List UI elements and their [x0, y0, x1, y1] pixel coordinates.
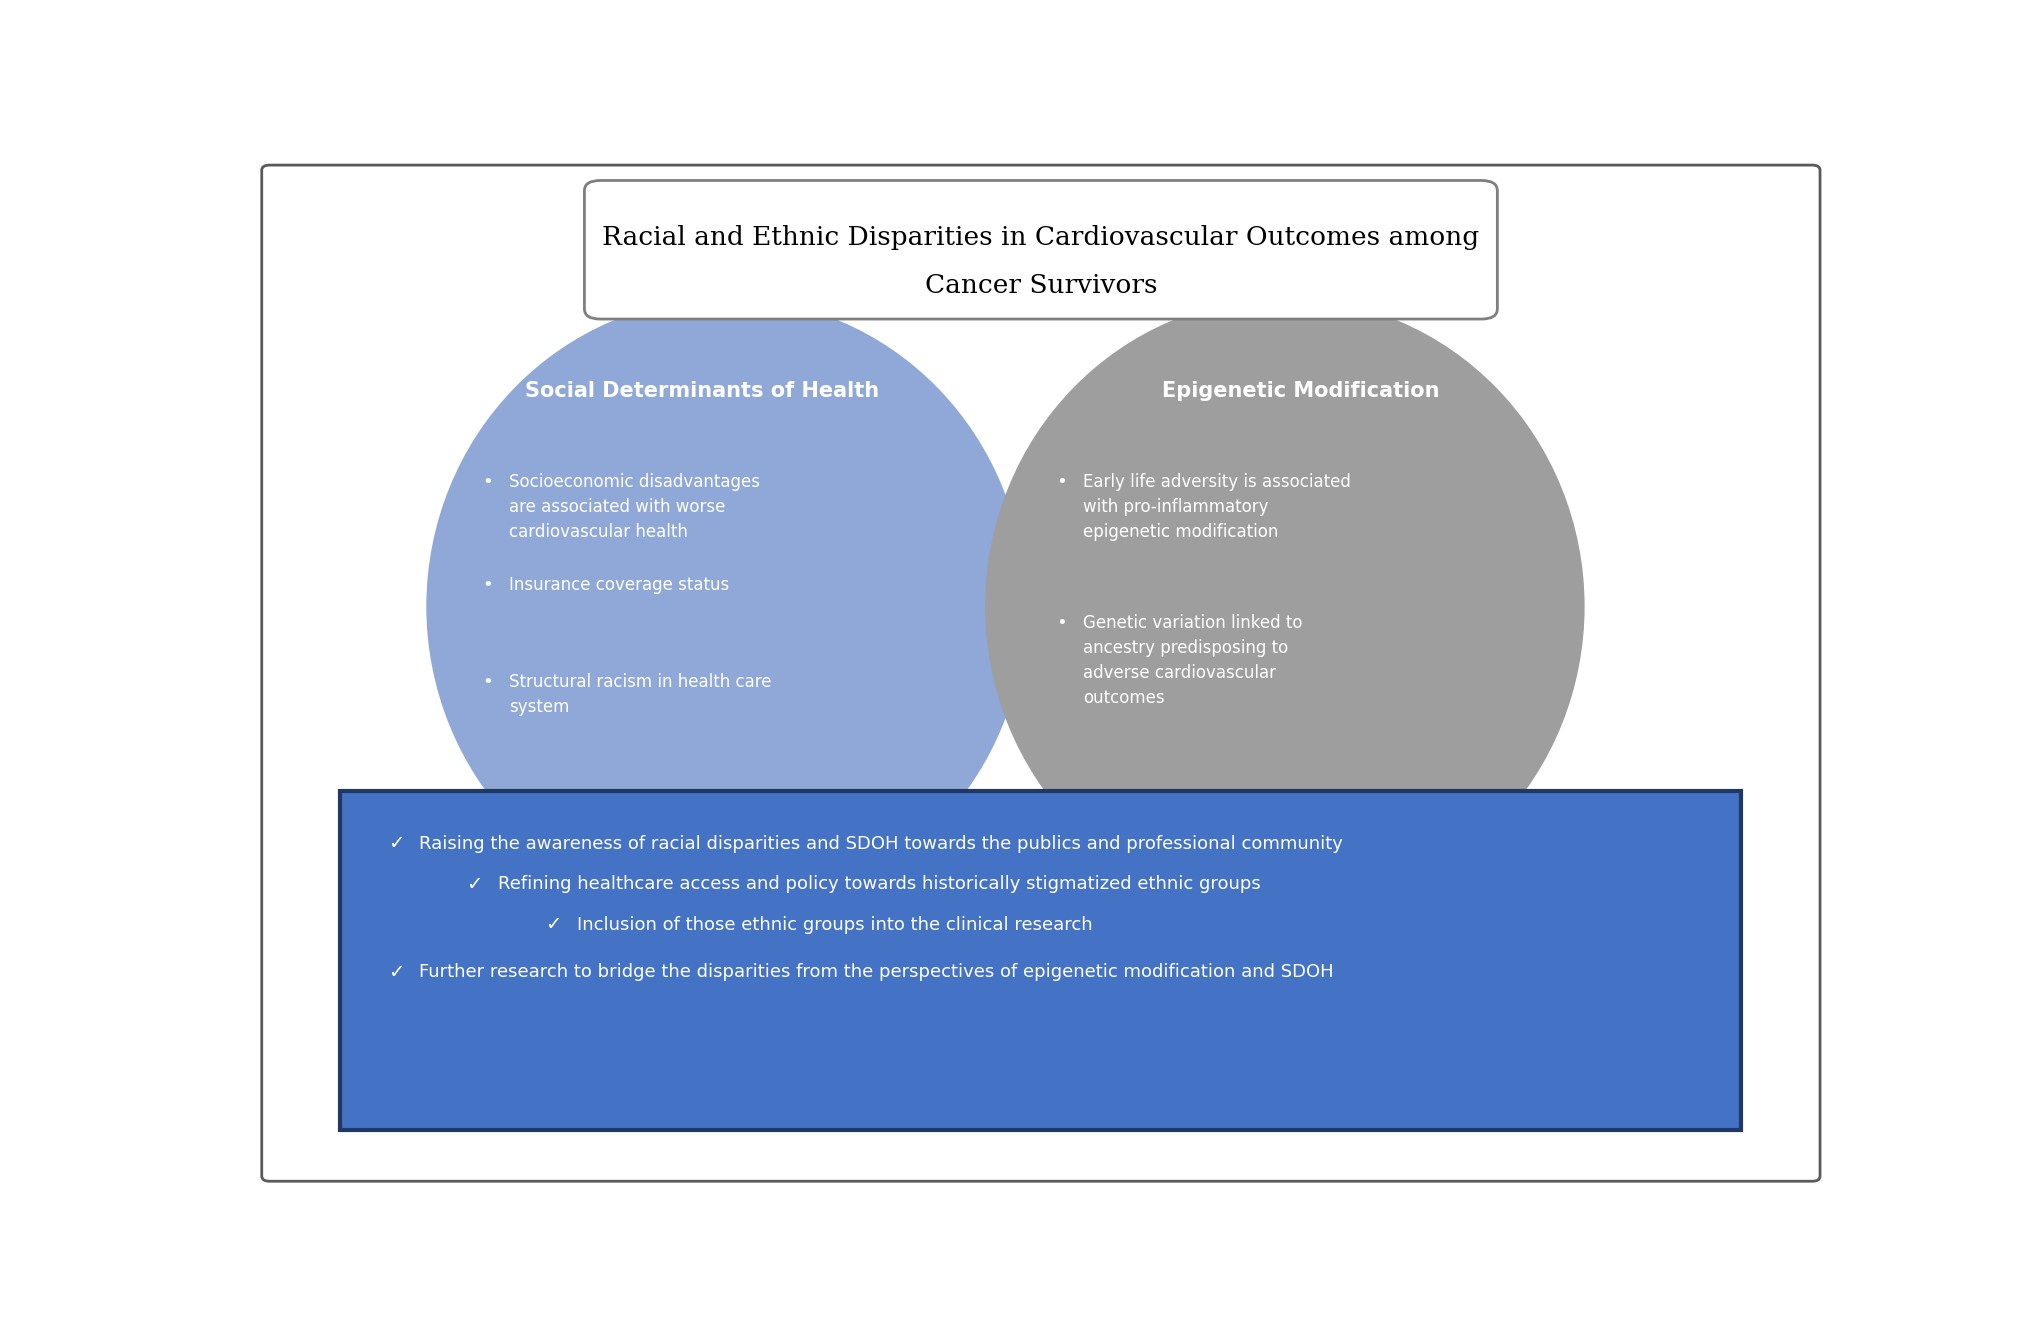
Text: •: •	[1056, 613, 1068, 632]
Text: Structural racism in health care
system: Structural racism in health care system	[510, 673, 771, 716]
Text: •: •	[481, 673, 493, 692]
Text: ✓: ✓	[388, 962, 404, 982]
Text: Cancer Survivors: Cancer Survivors	[924, 273, 1157, 297]
Text: Genetic variation linked to
ancestry predisposing to
adverse cardiovascular
outc: Genetic variation linked to ancestry pre…	[1082, 613, 1301, 706]
Ellipse shape	[426, 299, 1025, 914]
Text: Insurance coverage status: Insurance coverage status	[510, 576, 729, 593]
Text: Raising the awareness of racial disparities and SDOH towards the publics and pro: Raising the awareness of racial disparit…	[418, 834, 1342, 853]
Text: ✓: ✓	[388, 834, 404, 853]
Text: Further research to bridge the disparities from the perspectives of epigenetic m: Further research to bridge the dispariti…	[418, 964, 1334, 981]
Text: •: •	[481, 576, 493, 593]
Text: Racial and Ethnic Disparities in Cardiovascular Outcomes among: Racial and Ethnic Disparities in Cardiov…	[603, 225, 1478, 251]
Text: Early life adversity is associated
with pro-inflammatory
epigenetic modification: Early life adversity is associated with …	[1082, 473, 1350, 541]
FancyBboxPatch shape	[341, 792, 1740, 1130]
Text: •: •	[481, 473, 493, 491]
Text: Socioeconomic disadvantages
are associated with worse
cardiovascular health: Socioeconomic disadvantages are associat…	[510, 473, 759, 541]
Text: Social Determinants of Health: Social Determinants of Health	[526, 381, 879, 401]
Text: ✓: ✓	[544, 916, 560, 934]
Text: •: •	[1056, 473, 1068, 491]
Text: Refining healthcare access and policy towards historically stigmatized ethnic gr: Refining healthcare access and policy to…	[497, 876, 1261, 893]
Text: Inclusion of those ethnic groups into the clinical research: Inclusion of those ethnic groups into th…	[577, 916, 1092, 934]
Text: ✓: ✓	[467, 874, 483, 894]
FancyBboxPatch shape	[262, 165, 1819, 1181]
Text: Epigenetic Modification: Epigenetic Modification	[1161, 381, 1439, 401]
FancyBboxPatch shape	[585, 180, 1496, 319]
Ellipse shape	[985, 299, 1583, 914]
